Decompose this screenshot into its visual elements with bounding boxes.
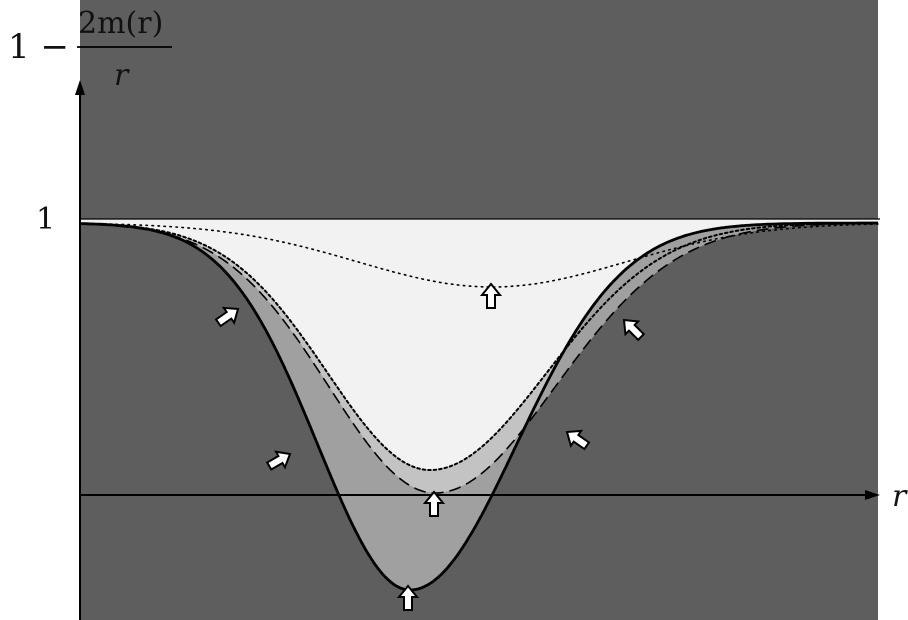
dashed-curve <box>79 222 878 494</box>
mid-gray-region <box>80 223 878 590</box>
up-arrow-icon <box>565 429 591 451</box>
x-axis-arrowhead <box>865 490 880 500</box>
densely-dotted-curve <box>79 222 879 471</box>
up-arrow-icon <box>422 490 446 517</box>
y-axis-arrowhead <box>75 80 85 95</box>
up-arrow-icon <box>396 584 420 611</box>
up-arrow-icon <box>214 306 240 328</box>
x-axis-label: r <box>892 479 908 514</box>
top-light-region <box>80 219 878 470</box>
up-arrow-icon <box>265 450 292 471</box>
sparse-dotted-curve <box>79 222 879 288</box>
solid-curve <box>80 221 878 592</box>
y-axis-label-numerator: 2m(r) <box>78 6 163 41</box>
y-axis-label-lead: 1 − <box>8 27 69 67</box>
shaded-regions <box>80 0 878 620</box>
up-arrow-icon <box>622 318 646 342</box>
y-tick-label-one: 1 <box>36 202 55 237</box>
up-arrow-icon <box>479 282 503 309</box>
arrow-markers <box>214 282 646 611</box>
y-axis-label: 1 − 2m(r) r <box>8 6 172 93</box>
y-axis-label-denominator: r <box>114 58 130 93</box>
